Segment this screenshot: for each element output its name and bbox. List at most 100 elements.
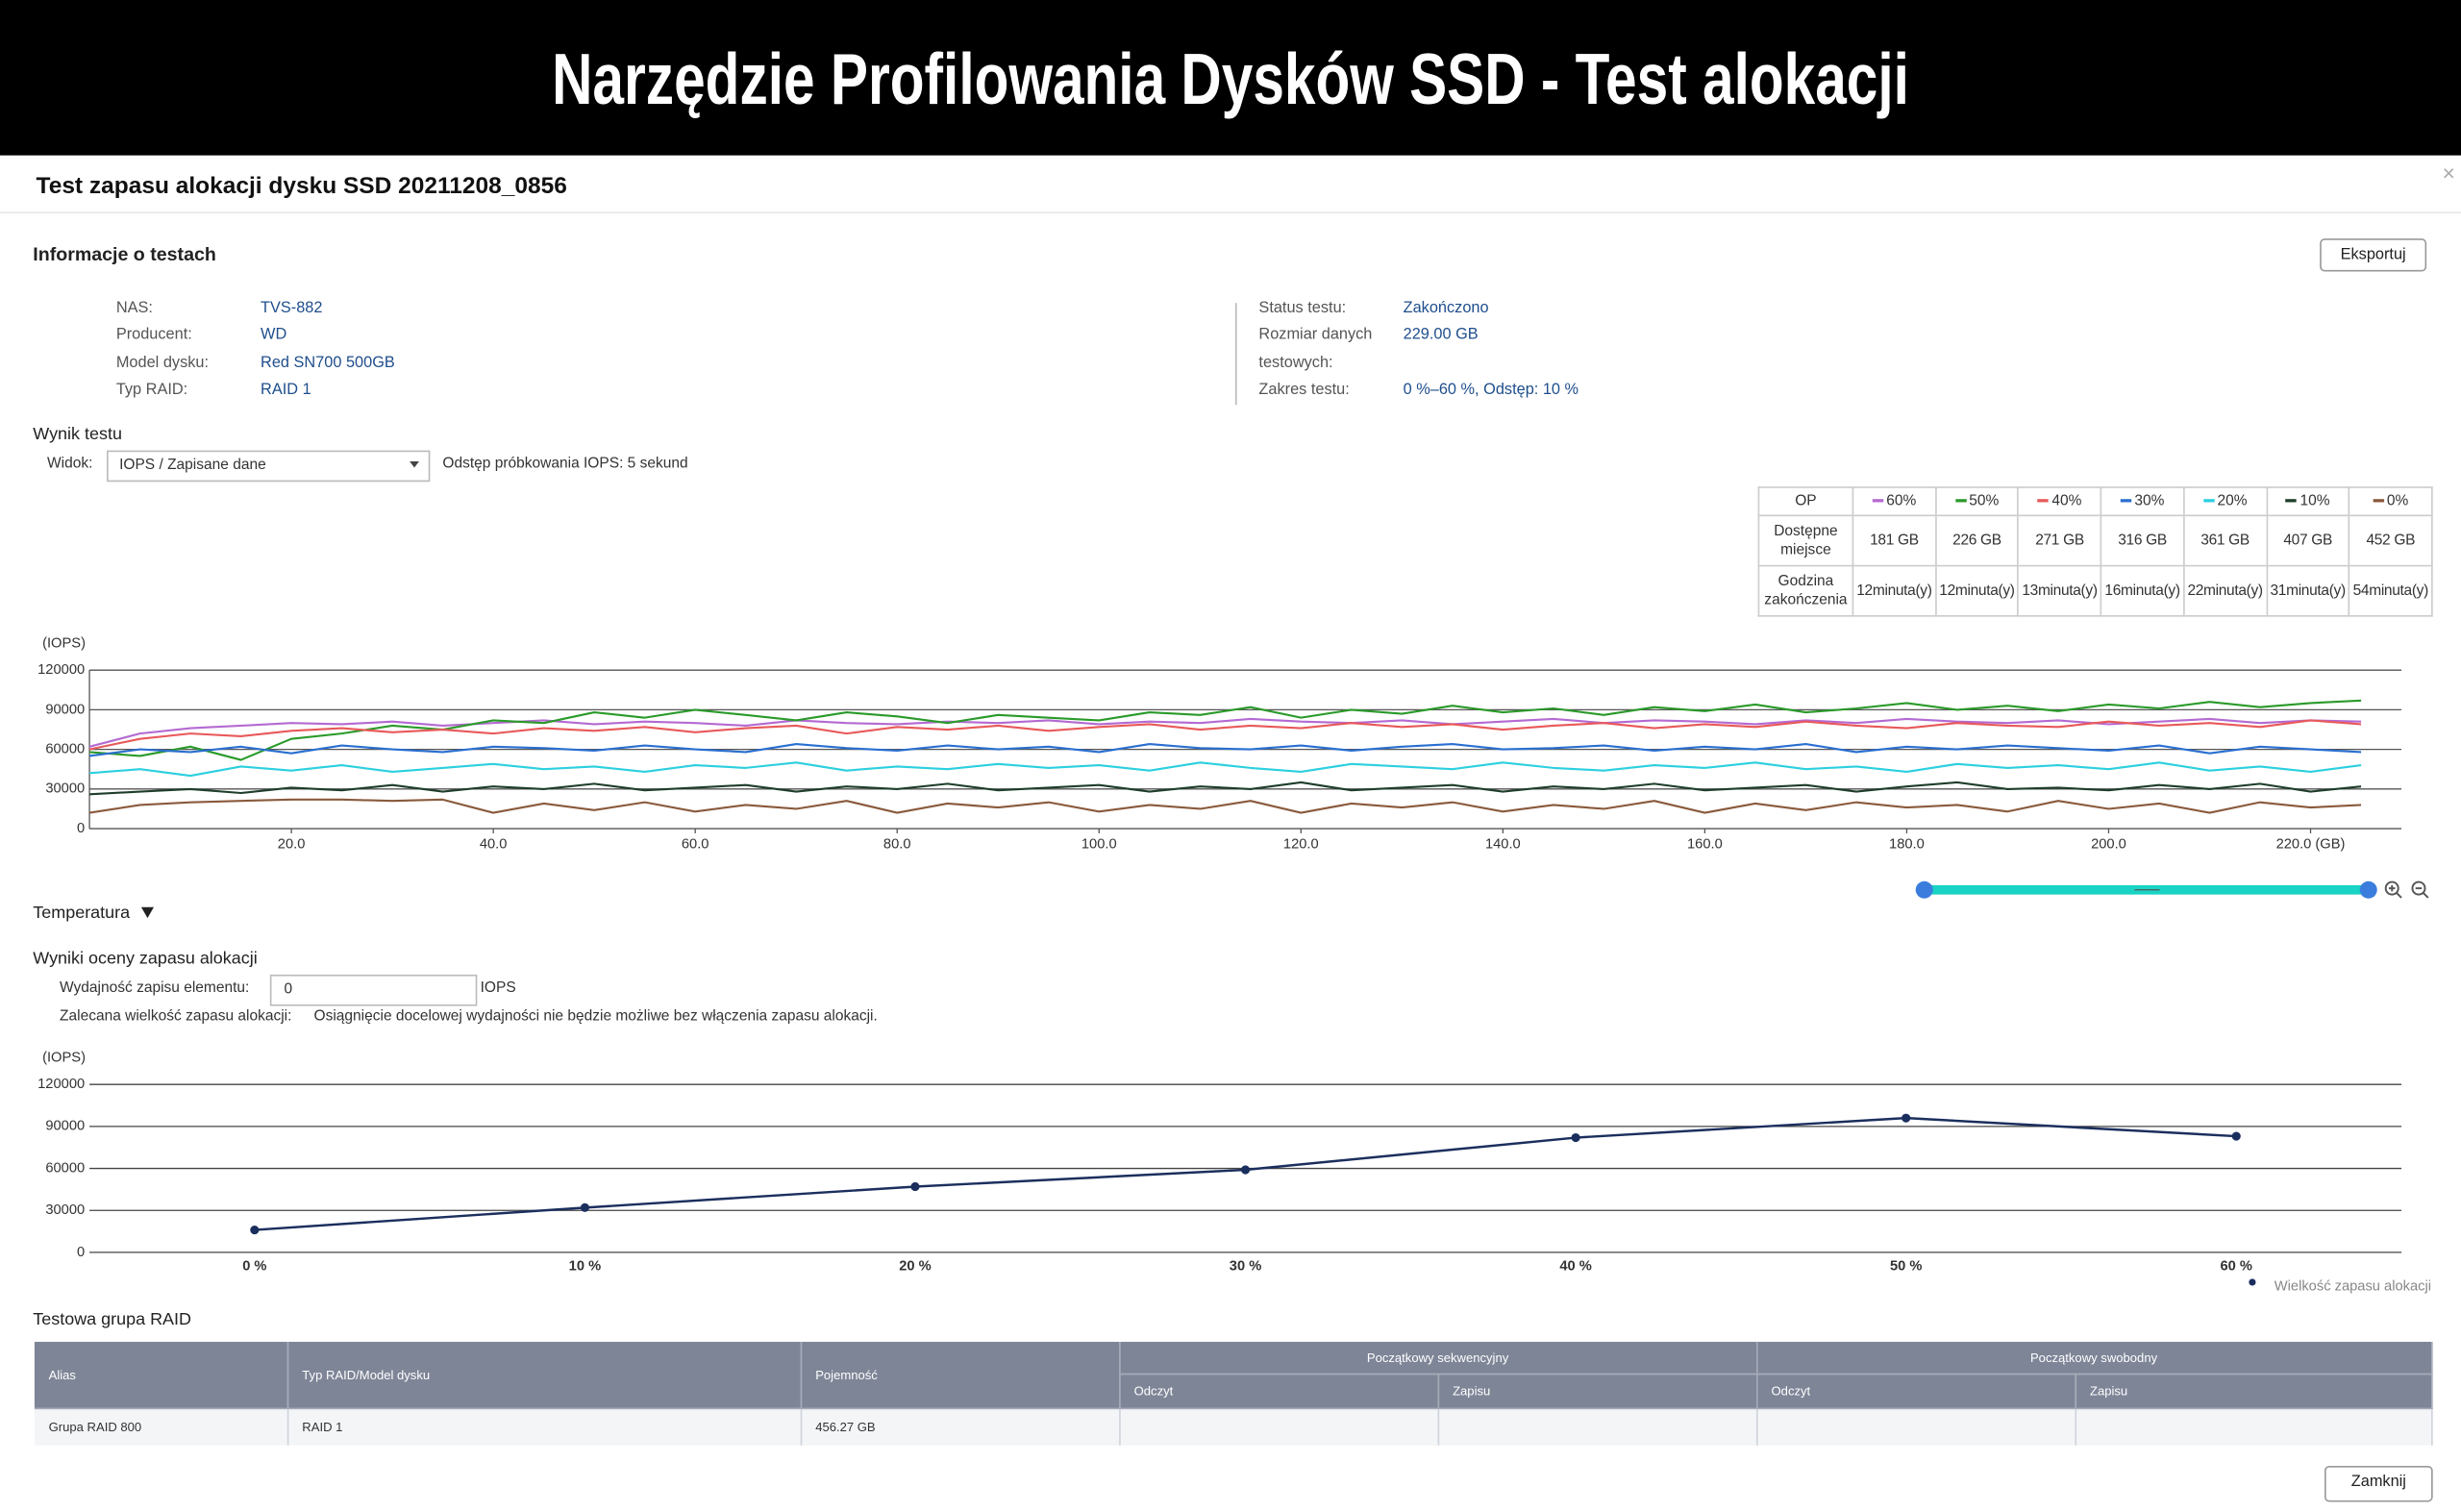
header-bar [0,0,2461,156]
x-tick-label: 40 % [1559,1258,1591,1274]
slider-handle[interactable] [2359,880,2377,899]
y-tick-label: 90000 [45,1119,85,1134]
y-tick-label: 120000 [37,662,85,678]
data-point [250,1226,260,1235]
raid-cell-empty [1756,1408,2076,1445]
subcolumn-header: Zapisu [1437,1375,1757,1410]
info-value: 0 %–60 %, Odstęp: 10 % [1403,381,1579,399]
op-cell: 361 GB [2182,514,2268,567]
legend-swatch [2373,499,2384,504]
x-tick-label: 100.0 [1081,836,1117,852]
y-tick-label: 90000 [45,702,85,717]
view-select[interactable]: IOPS / Zapisane dane [107,450,431,483]
op-row: Dostępne miejsce 181 GB 226 GB 271 GB 316 GB… [1757,514,2433,567]
legend-entry: 10% [2265,486,2350,517]
op-row: Godzina zakończenia 12minuta(y) 12minuta(y… [1757,564,2433,617]
legend-label: 50% [1969,492,2000,510]
separator [1234,303,1237,406]
op-cell: 12minuta(y) [1934,564,2020,617]
op-header-row: OP 60% 50% 40% 30% 20% 10% 0% [1757,486,2433,517]
series-line [88,761,2362,778]
subcolumn-header: Zapisu [2075,1375,2432,1410]
column-header: Pojemność [800,1341,1120,1410]
y-tick-label: 30000 [45,1202,85,1218]
op-cell: 13minuta(y) [2017,564,2102,617]
info-label: Producent: [115,326,192,344]
info-value: TVS-882 [261,299,323,317]
x-tick-label: 50 % [1890,1258,1922,1274]
subcolumn-header: Odczyt [1119,1375,1439,1410]
sampling-note: Odstęp próbkowania IOPS: 5 sekund [442,455,688,473]
info-label: Typ RAID: [115,381,188,399]
x-tick-label: 0 % [242,1258,266,1274]
x-tick-label: 10 % [569,1258,601,1274]
series-line [88,798,2362,814]
header-title: Narzędzie Profilowania Dysków SSD - Test… [552,37,1909,120]
info-label: NAS: [115,299,153,317]
op-cell: 16minuta(y) [2100,564,2185,617]
op-cell: 452 GB [2348,514,2433,567]
raid-cell-empty [2075,1408,2432,1445]
legend-label: 20% [2217,492,2248,510]
op-cell: 316 GB [2100,514,2185,567]
section-toggle[interactable]: Temperatura [33,904,131,924]
view-value: IOPS / Zapisane dane [119,457,266,475]
info-label: Status testu: [1258,299,1347,317]
raid-cell: RAID 1 [286,1408,802,1445]
legend-swatch [2285,499,2298,504]
legend-label: 60% [1886,492,1917,510]
close-button[interactable]: Zamknij [2324,1465,2433,1502]
raid-table: Alias Typ RAID/Model dysku Pojemność Począt… [34,1341,2432,1445]
op-cell: 31minuta(y) [2265,564,2350,617]
legend-entry: 30% [2100,486,2185,517]
zoom-out[interactable] [2411,880,2429,899]
slider-handle[interactable] [1915,880,1933,899]
legend-swatch [2202,499,2215,504]
op-table: OP 60% 50% 40% 30% 20% 10% 0% Dostępne miejsce 18… [1757,486,2433,617]
zoom-in[interactable] [2384,880,2402,899]
series-line [88,699,2362,761]
x-tick-label: 220.0 (GB) [2276,836,2346,852]
column-header: Alias [34,1341,288,1410]
info-label: Model dysku: [115,354,210,372]
y-axis-label: (IOPS) [42,635,86,651]
y-tick-label: 0 [77,821,85,836]
info-value: Zakończono [1403,299,1489,317]
raid-cell: 456.27 GB [800,1408,1120,1445]
input-value: 0 [284,980,293,999]
series-line [88,717,2362,748]
header-row: Alias Typ RAID/Model dysku Pojemność Począt… [34,1341,2432,1410]
perf-input[interactable]: 0 [269,974,478,1006]
op-row-label: Godzina zakończenia [1757,564,1854,617]
expand-arrow[interactable] [140,906,155,919]
legend-swatch [2037,499,2050,504]
info-value: Red SN700 500GB [261,354,395,372]
info-label: Zakres testu: [1258,381,1350,399]
legend-marker [2249,1278,2256,1286]
section-heading: Wynik testu [33,425,122,445]
legend-label: 0% [2386,492,2409,510]
op-cell: 226 GB [1934,514,2020,567]
raid-cell-empty [1437,1408,1757,1445]
y-tick-label: 60000 [45,1160,85,1176]
field-unit: IOPS [480,979,516,997]
field-label: Zalecana wielkość zapasu alokacji: [60,1007,292,1026]
op-cell: 54minuta(y) [2348,564,2433,617]
close-icon[interactable]: × [2442,160,2455,186]
x-tick-label: 120.0 [1283,836,1319,852]
column-header: Typ RAID/Model dysku [286,1341,802,1410]
data-point [2231,1131,2241,1141]
field-label: Wydajność zapisu elementu: [60,979,250,997]
view-label: Widok: [46,455,93,473]
export-button[interactable]: Eksportuj [2320,238,2427,272]
y-tick-label: 120000 [37,1077,85,1092]
series-line [88,743,2362,757]
raid-cell: Grupa RAID 800 [34,1408,288,1445]
legend-entry: 50% [1934,486,2020,517]
x-tick-label: 160.0 [1687,836,1723,852]
separator [0,211,2461,214]
legend-entry: 20% [2182,486,2268,517]
section-heading: Wyniki oceny zapasu alokacji [33,949,258,969]
